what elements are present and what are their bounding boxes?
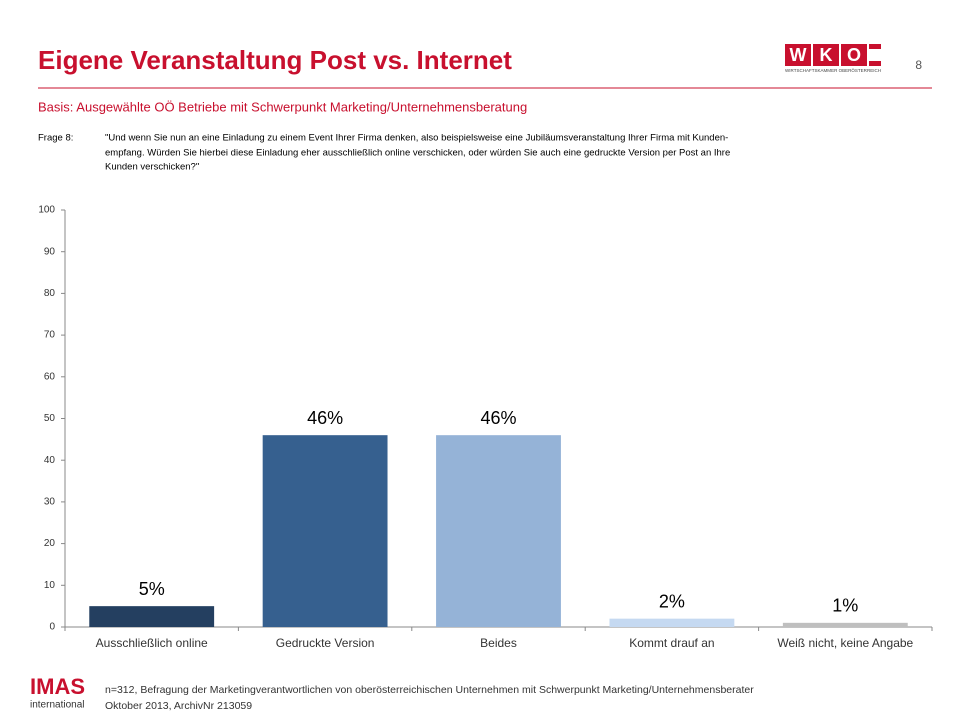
basis: Basis: Ausgewählte OÖ Betriebe mit Schwe…: [38, 99, 527, 114]
logo-box: [841, 44, 867, 66]
logo-box: [785, 44, 811, 66]
plot: 0 10 20 30 40 50 60 70 80 90 100 Ausschließlich onl…: [38, 205, 933, 650]
bar: [609, 618, 735, 627]
page-number: 8: [915, 58, 922, 72]
footer-line: n=312, Befragung der Marketingverantwort…: [105, 684, 754, 696]
bar: [89, 606, 215, 627]
logo-letter: O: [847, 45, 861, 65]
y-tick-label: 90: [44, 246, 56, 257]
logo-letter: W: [790, 45, 807, 65]
y-tick-label: 20: [44, 538, 56, 549]
value-label: 2%: [659, 591, 685, 611]
chart-title: Eigene Veranstaltung Post vs. Internet: [38, 45, 512, 75]
value-label: 1%: [832, 596, 858, 616]
x-tick-label: Ausschließlich online: [96, 636, 208, 650]
bar: [782, 622, 908, 627]
logo-caption: WIRTSCHAFTSKAMMER OBERÖSTERREICH: [785, 67, 881, 73]
logo-stripe: [869, 44, 881, 49]
y-tick-label: 80: [44, 288, 56, 299]
x-tick-label: Weiß nicht, keine Angabe: [777, 636, 913, 650]
logo-letter: K: [820, 45, 833, 65]
value-label: 46%: [480, 408, 516, 428]
question-label: Frage 8:: [38, 133, 73, 144]
y-tick-label: 0: [49, 622, 55, 633]
x-tick-label: Gedruckte Version: [276, 636, 375, 650]
imas-sub: international: [30, 700, 84, 711]
question-line: Kunden verschicken?": [105, 162, 199, 173]
x-tick-label: Kommt drauf an: [629, 636, 714, 650]
footer-line: Oktober 2013, ArchivNr 213059: [105, 700, 252, 712]
y-tick-label: 70: [44, 330, 56, 341]
y-tick-label: 50: [44, 413, 56, 424]
bar: [436, 435, 561, 627]
bar: [262, 435, 388, 627]
x-tick-label: Beides: [480, 636, 517, 650]
question-line: empfang. Würden Sie hierbei diese Einlad…: [105, 148, 730, 159]
y-tick-label: 60: [44, 371, 56, 382]
logo-stripe: [869, 61, 881, 66]
y-tick-label: 30: [44, 497, 56, 508]
value-label: 46%: [307, 408, 343, 428]
y-tick-label: 10: [44, 580, 56, 591]
y-tick-label: 40: [44, 455, 56, 466]
logo-box: [813, 44, 839, 66]
question-line: "Und wenn Sie nun an eine Einladung zu e…: [105, 133, 728, 144]
imas-logo: IMAS international: [30, 674, 85, 711]
imas-name: IMAS: [30, 674, 85, 699]
wko-logo: W K O WIRTSCHAFTSKAMMER OBERÖSTERREICH: [785, 44, 881, 73]
value-label: 5%: [139, 579, 165, 599]
y-tick-label: 100: [38, 205, 55, 216]
